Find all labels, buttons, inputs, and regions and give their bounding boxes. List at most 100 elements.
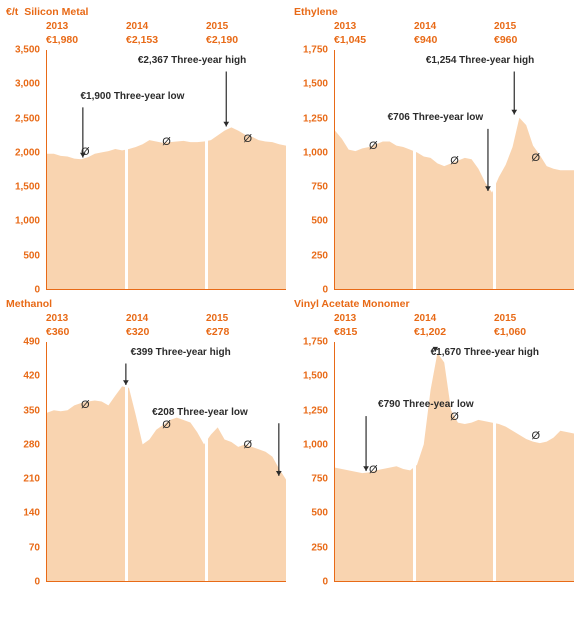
avg-value: €320	[126, 326, 206, 338]
year-separator	[493, 50, 496, 289]
panel-title: Ethylene	[294, 6, 338, 18]
avg-marker: Ø	[162, 136, 171, 148]
y-tick: 2,500	[15, 113, 40, 124]
avg-value: €360	[46, 326, 126, 338]
y-tick: 1,750	[303, 337, 328, 348]
y-tick: 250	[311, 542, 328, 553]
high-annotation: €2,367 Three-year high	[138, 55, 246, 66]
y-tick: 500	[311, 216, 328, 227]
year-label: 2015	[206, 21, 286, 32]
avg-value: €1,202	[414, 326, 494, 338]
y-tick: 490	[23, 337, 40, 348]
panel-title: Silicon Metal	[24, 6, 88, 18]
y-tick: 140	[23, 508, 40, 519]
y-tick: 3,000	[15, 79, 40, 90]
high-annotation: €1,670 Three-year high	[431, 347, 539, 358]
avg-marker: Ø	[81, 146, 90, 158]
y-tick: 0	[322, 577, 328, 588]
plot-area: Ø Ø Ø €1,670 Three-year high▼ €790 Three-yea…	[334, 342, 574, 582]
year-separator	[205, 50, 208, 289]
year-separator	[413, 50, 416, 289]
year-label: 2015	[206, 313, 286, 324]
plot-area: ØØØ€399 Three-year high€208 Three-year l…	[46, 342, 286, 582]
year-label: 2013	[46, 21, 126, 32]
y-tick: 350	[23, 405, 40, 416]
avg-marker: Ø	[450, 155, 459, 167]
low-annotation: €1,900 Three-year low	[80, 91, 184, 102]
panel-ethylene: Ethylene201320142015€1,045€940€960025050…	[294, 6, 574, 290]
avg-value: €815	[334, 326, 414, 338]
y-tick: 500	[311, 508, 328, 519]
y-tick: 420	[23, 371, 40, 382]
avg-value: €2,153	[126, 34, 206, 46]
y-tick: 3,500	[15, 45, 40, 56]
y-axis: 05001,0001,5002,0002,5003,0003,500	[6, 50, 46, 290]
panel-title: Methanol	[6, 298, 52, 310]
y-tick: 280	[23, 439, 40, 450]
avg-marker: Ø	[243, 133, 252, 145]
y-tick: 2,000	[15, 147, 40, 158]
avg-marker: Ø	[369, 140, 378, 152]
panel-methanol: Methanol201320142015€360€320€27807014021…	[6, 298, 286, 582]
y-tick: 1,500	[303, 371, 328, 382]
avg-value: €960	[494, 34, 574, 46]
arrow-icon: ▼	[431, 344, 440, 354]
avg-value: €1,980	[46, 34, 126, 46]
avg-marker: Ø	[162, 419, 171, 431]
low-annotation: €208 Three-year low	[152, 407, 248, 418]
avg-marker: Ø	[450, 411, 459, 423]
year-label: 2015	[494, 313, 574, 324]
y-tick: 1,000	[303, 439, 328, 450]
y-tick: 1,250	[303, 113, 328, 124]
panel-silicon-metal: €/t Silicon Metal 201320142015 €1,980€2,153…	[6, 6, 286, 290]
y-tick: 1,500	[15, 182, 40, 193]
year-separator	[205, 342, 208, 581]
year-separator	[125, 50, 128, 289]
y-tick: 0	[322, 285, 328, 296]
y-tick: 1,000	[15, 216, 40, 227]
y-tick: 0	[34, 577, 40, 588]
avg-marker: Ø	[81, 399, 90, 411]
y-tick: 1,750	[303, 45, 328, 56]
year-separator	[413, 342, 416, 581]
high-annotation: €1,254 Three-year high	[426, 55, 534, 66]
year-label: 2013	[334, 21, 414, 32]
avg-value: €940	[414, 34, 494, 46]
y-tick: 250	[311, 250, 328, 261]
high-annotation: €399 Three-year high	[131, 347, 231, 358]
year-label: 2013	[46, 313, 126, 324]
y-tick: 210	[23, 474, 40, 485]
avg-value: €1,045	[334, 34, 414, 46]
y-axis: 02505007501,0001,2501,5001,750	[294, 50, 334, 290]
panel-title: Vinyl Acetate Monomer	[294, 298, 410, 310]
year-separator	[125, 342, 128, 581]
y-tick: 1,250	[303, 405, 328, 416]
y-axis: 070140210280350420490	[6, 342, 46, 582]
avg-marker: Ø	[369, 464, 378, 476]
year-label: 2014	[126, 313, 206, 324]
avg-marker: Ø	[531, 430, 540, 442]
y-tick: 750	[311, 182, 328, 193]
low-annotation: €706 Three-year low	[388, 112, 484, 123]
low-annotation: €790 Three-year low	[378, 399, 474, 410]
plot-area: Ø Ø Ø €1,254 Three-year high €706 Three-year…	[334, 50, 574, 290]
y-axis: 02505007501,0001,2501,5001,750	[294, 342, 334, 582]
year-label: 2013	[334, 313, 414, 324]
y-tick: 1,500	[303, 79, 328, 90]
y-tick: 0	[34, 285, 40, 296]
y-tick: 70	[29, 542, 40, 553]
avg-value: €2,190	[206, 34, 286, 46]
avg-value: €278	[206, 326, 286, 338]
year-separator	[493, 342, 496, 581]
plot-area: Ø Ø Ø €2,367 Three-year high €1,900 Three-ye…	[46, 50, 286, 290]
avg-marker: Ø	[531, 152, 540, 164]
y-tick: 750	[311, 474, 328, 485]
year-label: 2014	[414, 313, 494, 324]
unit-label: €/t	[6, 6, 18, 18]
year-label: 2014	[414, 21, 494, 32]
panel-vinyl-acetate: Vinyl Acetate Monomer201320142015€815€1,…	[294, 298, 574, 582]
year-label: 2015	[494, 21, 574, 32]
year-label: 2014	[126, 21, 206, 32]
y-tick: 1,000	[303, 147, 328, 158]
y-tick: 500	[23, 250, 40, 261]
